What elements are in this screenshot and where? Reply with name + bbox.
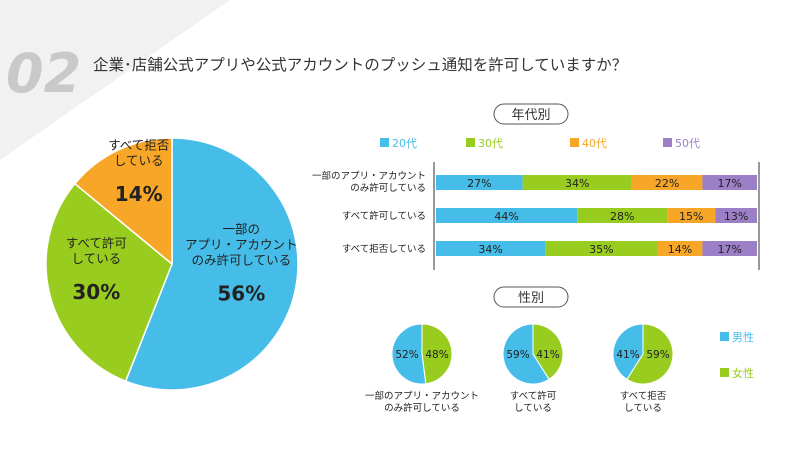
question-title: 企業･店舗公式アプリや公式アカウントのプッシュ通知を許可していますか？ — [93, 56, 627, 74]
gender-chart-title: 性別 — [518, 291, 544, 306]
bar-segment — [436, 241, 546, 256]
bar-value-label: 17% — [717, 177, 741, 190]
gender-group-label: すべて拒否 — [620, 390, 667, 402]
gender-group-label: 一部のアプリ・アカウント — [365, 390, 479, 402]
bar-segment — [657, 241, 703, 256]
bar-value-label: 22% — [655, 177, 679, 190]
bar-segment — [522, 175, 632, 190]
bar-value-label: 34% — [478, 243, 502, 256]
gender-legend-swatch — [720, 332, 729, 341]
bar-segment — [436, 175, 523, 190]
bar-category-label: すべて拒否している — [342, 243, 426, 255]
pie-slice-value: 56% — [217, 282, 265, 306]
gender-legend-swatch — [720, 368, 729, 377]
legend-label: 20代 — [392, 137, 417, 150]
bar-value-label: 15% — [679, 210, 703, 223]
bar-value-label: 27% — [467, 177, 491, 190]
legend-label: 50代 — [675, 137, 700, 150]
legend-label: 30代 — [478, 137, 503, 150]
gender-male-value: 52% — [395, 349, 418, 361]
bar-segment — [667, 208, 716, 223]
gender-title-pill — [493, 286, 569, 308]
age-chart-title: 年代別 — [511, 108, 550, 123]
bar-category-label: すべて許可している — [342, 210, 426, 222]
bar-segment — [577, 208, 668, 223]
bar-category-label: のみ許可している — [350, 182, 426, 194]
gender-male-value: 41% — [616, 349, 639, 361]
gender-slice-male — [502, 323, 550, 385]
pie-slice-label: すべて拒否 — [108, 138, 169, 153]
gender-legend-label: 女性 — [732, 366, 754, 380]
age-stacked-bar-chart: 年代別 20代 30代 40代 50代 27% 34% 22% 17% 一部のアプリ・アカウントの… — [312, 103, 760, 270]
bar-category-label: 一部のアプリ・アカウント — [312, 170, 426, 182]
pie-slice — [73, 137, 173, 266]
pie-slice-value: 14% — [115, 182, 163, 206]
gender-slice-female — [626, 323, 674, 385]
pie-slice-label: している — [114, 153, 164, 168]
bar-value-label: 44% — [494, 210, 518, 223]
bar-value-label: 13% — [724, 210, 748, 223]
legend-swatch — [663, 138, 672, 147]
gender-group-label: のみ許可している — [384, 402, 460, 414]
pie-slice-label: のみ許可している — [191, 253, 291, 268]
overall-pie-chart: 一部のアプリ・アカウントのみ許可している56%すべて許可している30%すべて拒否… — [45, 137, 299, 391]
pie-slice-label: している — [72, 251, 122, 266]
gender-legend-label: 男性 — [732, 330, 754, 344]
gender-female-value: 59% — [646, 349, 669, 361]
bar-value-label: 34% — [565, 177, 589, 190]
bar-value-label: 28% — [610, 210, 634, 223]
gender-group-label: している — [514, 403, 552, 414]
bar-segment — [436, 208, 578, 223]
question-number: 02 — [6, 42, 81, 105]
gender-female-value: 41% — [536, 349, 559, 361]
pie-slice — [124, 137, 299, 391]
legend-swatch — [466, 138, 475, 147]
gender-female-value: 48% — [425, 349, 448, 361]
gender-group-label: している — [624, 403, 662, 414]
bar-value-label: 14% — [668, 243, 692, 256]
bar-segment — [702, 175, 757, 190]
bar-segment — [715, 208, 757, 223]
pie-slice — [45, 182, 173, 383]
gender-slice-female — [421, 323, 453, 385]
legend-swatch — [570, 138, 579, 147]
gender-slice-male — [391, 323, 427, 385]
bar-segment — [631, 175, 703, 190]
bar-segment — [545, 241, 658, 256]
gender-group-label: すべて許可 — [510, 390, 556, 402]
pie-slice-label: 一部の — [223, 222, 261, 237]
legend-swatch — [380, 138, 389, 147]
age-title-pill — [493, 103, 569, 125]
pie-slice-label: アプリ・アカウント — [185, 237, 298, 252]
legend-label: 40代 — [582, 137, 607, 150]
bar-value-label: 35% — [589, 243, 613, 256]
bar-segment — [702, 241, 757, 256]
pie-slice-label: すべて許可 — [66, 236, 127, 251]
gender-male-value: 59% — [506, 349, 529, 361]
header-number-panel — [0, 0, 230, 160]
bar-value-label: 17% — [717, 243, 741, 256]
pie-slice-value: 30% — [72, 280, 120, 304]
gender-slice-male — [612, 323, 644, 381]
